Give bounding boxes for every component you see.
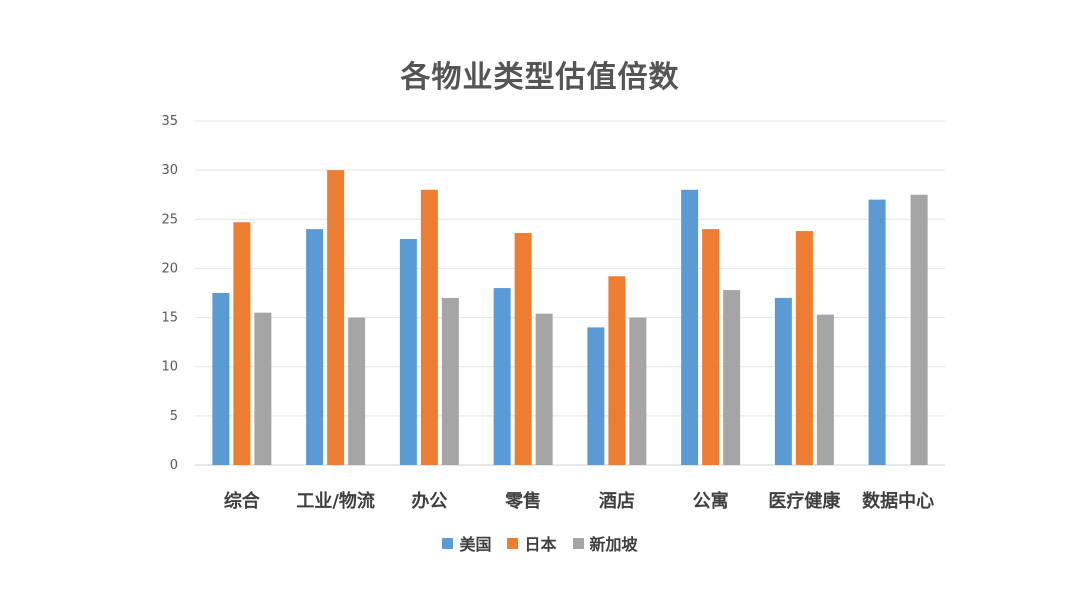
legend-item: 日本: [507, 531, 557, 555]
legend-label: 美国: [459, 535, 492, 554]
x-category-label: 综合: [224, 490, 261, 512]
bar: [493, 288, 511, 465]
bar: [795, 231, 813, 465]
x-category-label: 公寓: [693, 490, 729, 512]
x-category-label: 工业/物流: [296, 490, 375, 512]
y-tick-label: 5: [170, 409, 178, 424]
legend-swatch: [507, 537, 519, 549]
y-tick-label: 10: [161, 360, 178, 375]
bar: [348, 317, 366, 465]
legend-swatch: [572, 537, 584, 549]
bar: [535, 313, 553, 465]
x-category-label: 办公: [411, 490, 447, 512]
x-category-label: 数据中心: [862, 490, 934, 512]
bar: [233, 222, 251, 465]
legend-item: 美国: [442, 531, 491, 555]
bar: [306, 229, 324, 465]
x-category-label: 零售: [504, 490, 541, 512]
bar: [681, 189, 699, 466]
bar: [629, 317, 647, 465]
x-category-label: 酒店: [599, 490, 635, 512]
bar: [774, 297, 792, 465]
y-tick-label: 30: [161, 163, 178, 178]
bar: [816, 314, 834, 465]
bar: [868, 199, 886, 465]
bar: [254, 312, 272, 465]
bar: [587, 327, 605, 465]
bar: [420, 189, 438, 466]
y-tick-label: 35: [161, 114, 178, 129]
legend-item: 新加坡: [572, 531, 638, 555]
bar: [212, 293, 230, 465]
bar: [514, 233, 532, 465]
chart-legend: 美国 日本 新加坡: [0, 531, 1080, 555]
bar: [608, 276, 626, 465]
chart-title: 各物业类型估值倍数: [400, 60, 680, 95]
y-tick-label: 25: [161, 212, 178, 227]
y-tick-label: 15: [161, 311, 178, 326]
legend-swatch: [442, 537, 454, 549]
bar: [702, 229, 720, 465]
legend-label: 新加坡: [589, 535, 638, 554]
bar: [910, 194, 928, 465]
bar: [327, 170, 345, 465]
y-tick-label: 0: [170, 458, 178, 473]
x-category-label: 医疗健康: [768, 490, 841, 512]
bar: [723, 290, 741, 465]
bar: [441, 297, 459, 465]
y-tick-label: 20: [161, 261, 178, 276]
bar: [399, 238, 417, 465]
legend-label: 日本: [524, 535, 557, 554]
